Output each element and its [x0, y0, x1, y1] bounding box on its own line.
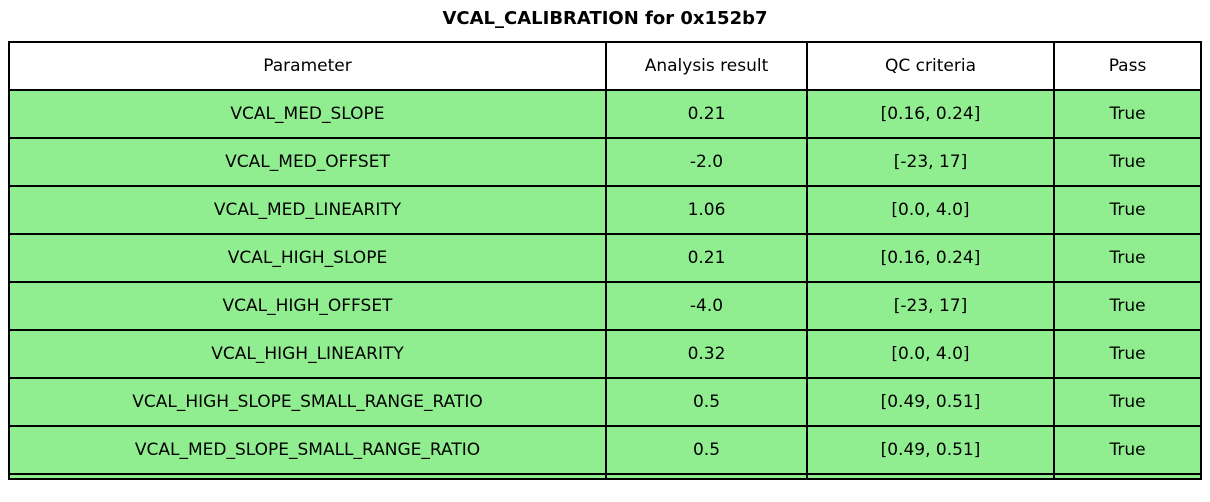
cell-qc-criteria: [-23, 17]: [806, 281, 1055, 331]
cell-qc-criteria: [-23, 17]: [806, 137, 1055, 187]
column-header-pass: Pass: [1053, 41, 1202, 91]
cell-analysis-result: 0.21: [605, 89, 808, 139]
cell-qc-criteria: [0.16, 0.24]: [806, 89, 1055, 139]
column-header-qc-criteria: QC criteria: [806, 41, 1055, 91]
column-header-analysis-result: Analysis result: [605, 41, 808, 91]
table-body: VCAL_MED_SLOPE 0.21 [0.16, 0.24] True VC…: [8, 89, 1202, 475]
cell-pass: True: [1053, 89, 1202, 139]
cell-pass: True: [1053, 137, 1202, 187]
cell-pass: True: [1053, 281, 1202, 331]
cell-parameter: VCAL_HIGH_SLOPE: [8, 233, 607, 283]
cell-pass: True: [1053, 233, 1202, 283]
cell-analysis-result: -4.0: [605, 281, 808, 331]
cell-analysis-result: 0.32: [605, 329, 808, 379]
cell-qc-criteria: [0.0, 4.0]: [806, 185, 1055, 235]
cell-pass: True: [1053, 377, 1202, 427]
table-row: VCAL_HIGH_SLOPE_SMALL_RANGE_RATIO 0.5 [0…: [8, 377, 1202, 427]
partial-cell: [806, 473, 1055, 480]
header-row: Parameter Analysis result QC criteria Pa…: [8, 41, 1202, 91]
table-row: VCAL_MED_LINEARITY 1.06 [0.0, 4.0] True: [8, 185, 1202, 235]
cell-parameter: VCAL_HIGH_SLOPE_SMALL_RANGE_RATIO: [8, 377, 607, 427]
cell-qc-criteria: [0.49, 0.51]: [806, 377, 1055, 427]
table-row: VCAL_HIGH_SLOPE 0.21 [0.16, 0.24] True: [8, 233, 1202, 283]
cell-analysis-result: 0.5: [605, 425, 808, 475]
cell-pass: True: [1053, 425, 1202, 475]
cell-pass: True: [1053, 185, 1202, 235]
cell-qc-criteria: [0.49, 0.51]: [806, 425, 1055, 475]
cell-analysis-result: 0.5: [605, 377, 808, 427]
cell-analysis-result: 1.06: [605, 185, 808, 235]
cropped-partial-row: [8, 473, 1202, 480]
partial-cell: [8, 473, 607, 480]
qc-results-table: Parameter Analysis result QC criteria Pa…: [8, 41, 1202, 480]
cell-parameter: VCAL_MED_SLOPE: [8, 89, 607, 139]
cell-parameter: VCAL_MED_SLOPE_SMALL_RANGE_RATIO: [8, 425, 607, 475]
table-row: VCAL_HIGH_OFFSET -4.0 [-23, 17] True: [8, 281, 1202, 331]
cell-parameter: VCAL_HIGH_LINEARITY: [8, 329, 607, 379]
cell-qc-criteria: [0.16, 0.24]: [806, 233, 1055, 283]
column-header-parameter: Parameter: [8, 41, 607, 91]
cell-analysis-result: 0.21: [605, 233, 808, 283]
cropped-partial-row-container: [8, 473, 1202, 480]
cell-parameter: VCAL_MED_OFFSET: [8, 137, 607, 187]
cell-pass: True: [1053, 329, 1202, 379]
cell-parameter: VCAL_MED_LINEARITY: [8, 185, 607, 235]
partial-cell: [605, 473, 808, 480]
table-row: VCAL_MED_OFFSET -2.0 [-23, 17] True: [8, 137, 1202, 187]
cell-parameter: VCAL_HIGH_OFFSET: [8, 281, 607, 331]
chart-title: VCAL_CALIBRATION for 0x152b7: [442, 8, 768, 29]
table-row: VCAL_MED_SLOPE 0.21 [0.16, 0.24] True: [8, 89, 1202, 139]
partial-cell: [1053, 473, 1202, 480]
table-row: VCAL_HIGH_LINEARITY 0.32 [0.0, 4.0] True: [8, 329, 1202, 379]
table-row: VCAL_MED_SLOPE_SMALL_RANGE_RATIO 0.5 [0.…: [8, 425, 1202, 475]
cell-analysis-result: -2.0: [605, 137, 808, 187]
cell-qc-criteria: [0.0, 4.0]: [806, 329, 1055, 379]
